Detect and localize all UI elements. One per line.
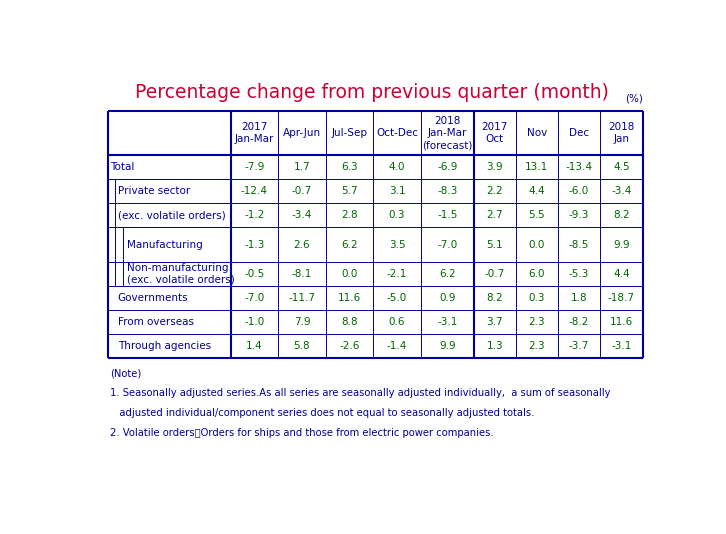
Text: -2.6: -2.6: [339, 341, 359, 351]
Text: (Note): (Note): [110, 368, 141, 379]
Text: (%): (%): [625, 94, 643, 104]
Text: -1.4: -1.4: [387, 341, 407, 351]
Text: -3.1: -3.1: [437, 317, 457, 327]
Text: -5.0: -5.0: [387, 293, 407, 303]
Text: -9.3: -9.3: [568, 210, 589, 220]
Text: -7.9: -7.9: [244, 162, 264, 172]
Text: -6.9: -6.9: [437, 162, 457, 172]
Text: 4.5: 4.5: [613, 162, 629, 172]
Text: 8.2: 8.2: [486, 293, 503, 303]
Text: 0.6: 0.6: [388, 317, 405, 327]
Text: From overseas: From overseas: [118, 317, 194, 327]
Text: 3.7: 3.7: [486, 317, 503, 327]
Text: Private sector: Private sector: [118, 186, 190, 196]
Text: Through agencies: Through agencies: [118, 341, 211, 351]
Text: 3.5: 3.5: [388, 240, 405, 249]
Text: -2.1: -2.1: [387, 269, 407, 279]
Text: -8.2: -8.2: [568, 317, 589, 327]
Text: -0.7: -0.7: [485, 269, 505, 279]
Text: 2. Volatile orders：Orders for ships and those from electric power companies.: 2. Volatile orders：Orders for ships and …: [110, 428, 494, 437]
Text: 0.3: 0.3: [388, 210, 405, 220]
Text: 8.8: 8.8: [341, 317, 358, 327]
Text: -0.7: -0.7: [292, 186, 312, 196]
Text: Dec: Dec: [568, 128, 589, 138]
Text: -3.4: -3.4: [611, 186, 632, 196]
Text: 0.9: 0.9: [439, 293, 455, 303]
Text: -7.0: -7.0: [244, 293, 264, 303]
Text: 3.9: 3.9: [486, 162, 503, 172]
Text: 1.3: 1.3: [486, 341, 503, 351]
Text: 6.3: 6.3: [341, 162, 358, 172]
Text: Governments: Governments: [118, 293, 188, 303]
Text: 1.8: 1.8: [571, 293, 587, 303]
Text: 7.9: 7.9: [293, 317, 310, 327]
Text: 2018
Jan-Mar
(forecast): 2018 Jan-Mar (forecast): [422, 116, 473, 150]
Text: 13.1: 13.1: [525, 162, 548, 172]
Text: 2.8: 2.8: [341, 210, 358, 220]
Text: -1.0: -1.0: [244, 317, 264, 327]
Text: Non-manufacturing
(exc. volatile orders): Non-manufacturing (exc. volatile orders): [127, 263, 234, 285]
Text: -11.7: -11.7: [288, 293, 315, 303]
Text: 2.3: 2.3: [529, 341, 545, 351]
Text: 6.2: 6.2: [341, 240, 358, 249]
Text: -18.7: -18.7: [608, 293, 635, 303]
Text: 11.6: 11.6: [338, 293, 361, 303]
Text: 5.1: 5.1: [486, 240, 503, 249]
Text: 6.0: 6.0: [529, 269, 545, 279]
Text: 3.1: 3.1: [388, 186, 405, 196]
Text: -3.7: -3.7: [568, 341, 589, 351]
Text: 11.6: 11.6: [610, 317, 633, 327]
Text: 1. Seasonally adjusted series.As all series are seasonally adjusted individually: 1. Seasonally adjusted series.As all ser…: [110, 388, 611, 398]
Text: -12.4: -12.4: [241, 186, 268, 196]
Text: 0.3: 0.3: [529, 293, 545, 303]
Text: 5.8: 5.8: [293, 341, 310, 351]
Text: Apr-Jun: Apr-Jun: [283, 128, 321, 138]
Text: 4.0: 4.0: [388, 162, 405, 172]
Text: 2.7: 2.7: [486, 210, 503, 220]
Text: Jul-Sep: Jul-Sep: [332, 128, 367, 138]
Text: -3.1: -3.1: [611, 341, 632, 351]
Text: -1.2: -1.2: [244, 210, 264, 220]
Text: 4.4: 4.4: [529, 186, 545, 196]
Text: -1.3: -1.3: [244, 240, 264, 249]
Text: 1.4: 1.4: [246, 341, 263, 351]
Text: -8.3: -8.3: [437, 186, 457, 196]
Text: Oct-Dec: Oct-Dec: [376, 128, 418, 138]
Text: (exc. volatile orders): (exc. volatile orders): [118, 210, 226, 220]
Text: -3.4: -3.4: [292, 210, 312, 220]
Text: -0.5: -0.5: [244, 269, 264, 279]
Text: 4.4: 4.4: [613, 269, 629, 279]
Text: -7.0: -7.0: [437, 240, 457, 249]
Text: 2017
Jan-Mar: 2017 Jan-Mar: [234, 122, 274, 144]
Text: 2018
Jan: 2018 Jan: [608, 122, 635, 144]
Text: 2.3: 2.3: [529, 317, 545, 327]
Text: Manufacturing: Manufacturing: [127, 240, 203, 249]
Text: Nov: Nov: [526, 128, 547, 138]
Text: Total: Total: [110, 162, 135, 172]
Text: 8.2: 8.2: [613, 210, 629, 220]
Text: adjusted individual/component series does not equal to seasonally adjusted total: adjusted individual/component series doe…: [110, 408, 534, 418]
Text: -6.0: -6.0: [568, 186, 589, 196]
Text: 5.7: 5.7: [341, 186, 358, 196]
Text: Percentage change from previous quarter (month): Percentage change from previous quarter …: [135, 83, 609, 101]
Text: 2.2: 2.2: [486, 186, 503, 196]
Text: 9.9: 9.9: [613, 240, 629, 249]
Text: -8.5: -8.5: [568, 240, 589, 249]
Text: -8.1: -8.1: [292, 269, 312, 279]
Text: 0.0: 0.0: [341, 269, 358, 279]
Text: -13.4: -13.4: [566, 162, 592, 172]
Text: 2.6: 2.6: [293, 240, 310, 249]
Text: -1.5: -1.5: [437, 210, 457, 220]
Text: 2017
Oct: 2017 Oct: [481, 122, 508, 144]
Text: 1.7: 1.7: [293, 162, 310, 172]
Text: 5.5: 5.5: [529, 210, 545, 220]
Text: 6.2: 6.2: [439, 269, 456, 279]
Text: 9.9: 9.9: [439, 341, 456, 351]
Text: 0.0: 0.0: [529, 240, 545, 249]
Text: -5.3: -5.3: [568, 269, 589, 279]
